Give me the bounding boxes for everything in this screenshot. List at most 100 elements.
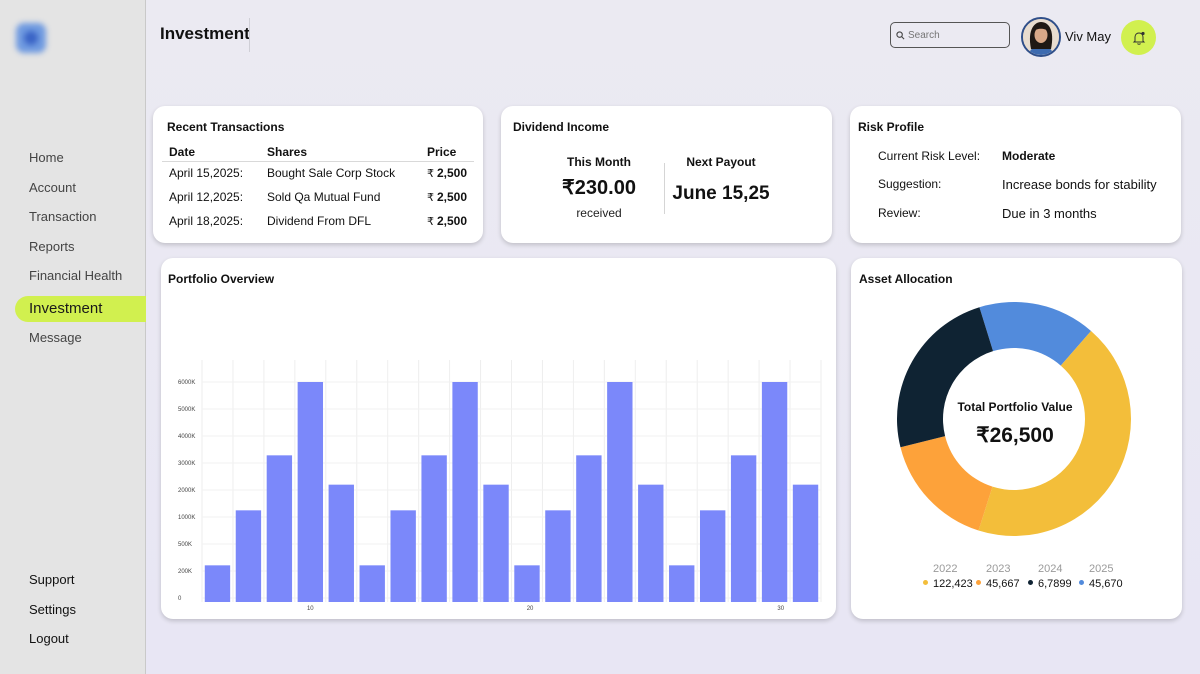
- this-month-sub: received: [576, 206, 622, 220]
- y-tick-label: 3000K: [178, 461, 195, 467]
- asset-allocation-card: Asset Allocation Total Portfolio Value ₹…: [851, 258, 1182, 619]
- x-tick-label: 10: [307, 606, 314, 612]
- bar[interactable]: [204, 565, 231, 602]
- tx-shares: Dividend From DFL: [267, 214, 372, 228]
- sidebar-item-investment[interactable]: Investment: [15, 295, 146, 322]
- y-tick-label: 4000K: [178, 434, 195, 440]
- tx-price: ₹2,500: [420, 161, 474, 185]
- legend-value: 45,667: [986, 578, 1020, 590]
- y-tick-label: 0: [178, 596, 182, 602]
- sidebar-item-home[interactable]: Home: [29, 150, 64, 165]
- tx-date: April 15,2025:: [169, 166, 244, 181]
- bar[interactable]: [421, 455, 447, 602]
- rupee-symbol: ₹: [427, 168, 434, 181]
- bar[interactable]: [483, 484, 509, 602]
- column-header-shares: Shares: [260, 143, 420, 162]
- legend-year: 2023: [986, 563, 1011, 575]
- column-header-date: Date: [162, 143, 260, 162]
- avatar[interactable]: [1021, 17, 1061, 57]
- bar[interactable]: [761, 382, 788, 602]
- bar[interactable]: [328, 484, 354, 602]
- bar[interactable]: [297, 382, 324, 602]
- risk-profile-title: Risk Profile: [858, 120, 925, 134]
- bar[interactable]: [638, 484, 664, 602]
- this-month-block: This Month ₹230.00 received: [549, 155, 649, 220]
- donut-slice-2023[interactable]: [900, 436, 993, 531]
- sidebar-item-message[interactable]: Message: [29, 329, 82, 345]
- bar[interactable]: [576, 455, 602, 602]
- next-payout-label: Next Payout: [686, 155, 756, 169]
- this-month-label: This Month: [567, 155, 631, 169]
- risk-level-label: Current Risk Level:: [878, 149, 981, 163]
- user-name: Viv May: [1065, 29, 1111, 44]
- bar[interactable]: [607, 382, 633, 602]
- tx-shares: Bought Sale Corp Stock: [267, 166, 396, 181]
- table-row[interactable]: April 15,2025: Bought Sale Corp Stock ₹2…: [162, 161, 474, 185]
- legend-dot: [923, 580, 928, 585]
- donut-center-value: ₹26,500: [976, 424, 1054, 447]
- bar[interactable]: [514, 565, 540, 602]
- donut-slice-2024[interactable]: [897, 307, 994, 448]
- bar[interactable]: [452, 382, 478, 602]
- sidebar-item-support[interactable]: Support: [29, 572, 75, 587]
- asset-legend: 2022 122,423 2023 45,667 2024 6,7899 202…: [923, 563, 1163, 599]
- bar[interactable]: [545, 510, 571, 602]
- risk-level-value: Moderate: [1002, 149, 1056, 163]
- logo-icon: [16, 23, 46, 53]
- suggestion-value: Increase bonds for stability: [1002, 177, 1157, 192]
- user-avatar-icon: [1023, 19, 1059, 55]
- sidebar-item-settings[interactable]: Settings: [29, 601, 76, 617]
- portfolio-overview-title: Portfolio Overview: [168, 272, 275, 286]
- portfolio-bar-chart: 0 200K 500K 1000K 2000K 3000K 4000K 5000K 6000K 1…: [178, 360, 822, 612]
- bar[interactable]: [235, 510, 262, 602]
- bar[interactable]: [359, 565, 385, 602]
- legend-year: 2024: [1038, 563, 1063, 575]
- recent-transactions-card: Recent Transactions Date Shares Price Ap…: [153, 106, 483, 243]
- bar[interactable]: [730, 455, 757, 602]
- title-divider: [249, 18, 250, 52]
- tx-price: ₹2,500: [420, 209, 474, 233]
- sidebar-bottom-nav: Support Settings Logout: [0, 568, 146, 657]
- sidebar-item-logout[interactable]: Logout: [29, 631, 69, 646]
- bar[interactable]: [699, 510, 726, 602]
- tx-date: April 18,2025:: [169, 214, 244, 228]
- brand-logo[interactable]: [16, 20, 131, 56]
- tx-shares: Sold Qa Mutual Fund: [267, 190, 381, 204]
- donut-center-label: Total Portfolio Value: [957, 400, 1073, 414]
- y-tick-label: 200K: [178, 569, 192, 575]
- search-box[interactable]: [890, 22, 1010, 48]
- sidebar-item-transaction[interactable]: Transaction: [29, 209, 97, 224]
- this-month-amount: ₹230.00: [562, 177, 636, 199]
- sidebar-nav: Home Account Transaction Reports Financi…: [0, 146, 146, 355]
- donut-slice-2025[interactable]: [979, 302, 1092, 366]
- rupee-symbol: ₹: [427, 216, 434, 228]
- transactions-table: Date Shares Price April 15,2025: Bought …: [162, 143, 474, 233]
- tx-price-value: 2,500: [437, 190, 468, 204]
- dividend-income-card: Dividend Income This Month ₹230.00 recei…: [501, 106, 832, 243]
- legend-year: 2022: [933, 563, 958, 575]
- sidebar-item-financial-health[interactable]: Financial Health: [29, 268, 123, 283]
- bar[interactable]: [390, 510, 416, 602]
- x-tick-label: 20: [527, 606, 534, 612]
- tx-price: ₹2,500: [420, 185, 474, 209]
- y-tick-label: 500K: [178, 542, 192, 548]
- bar[interactable]: [266, 455, 293, 602]
- y-tick-label: 2000K: [178, 488, 195, 494]
- tx-price-value: 2,500: [437, 214, 468, 228]
- sidebar-item-account[interactable]: Account: [29, 179, 76, 195]
- donut-slice-2022[interactable]: [978, 330, 1131, 536]
- dividend-divider: [664, 163, 665, 214]
- bar[interactable]: [669, 565, 695, 602]
- rupee-symbol: ₹: [427, 192, 434, 204]
- search-input[interactable]: [908, 29, 1003, 41]
- sidebar-item-reports[interactable]: Reports: [29, 238, 75, 254]
- bar[interactable]: [792, 484, 819, 602]
- notification-button[interactable]: [1121, 20, 1156, 55]
- asset-allocation-title: Asset Allocation: [859, 272, 953, 286]
- next-payout-date: June 15,25: [672, 183, 770, 204]
- table-row[interactable]: April 12,2025: Sold Qa Mutual Fund ₹2,50…: [162, 185, 474, 209]
- table-row[interactable]: April 18,2025: Dividend From DFL ₹2,500: [162, 209, 474, 233]
- suggestion-label: Suggestion:: [878, 177, 942, 191]
- page-title: Investment: [160, 24, 250, 43]
- risk-profile-card: Risk Profile Current Risk Level: Moderat…: [850, 106, 1181, 243]
